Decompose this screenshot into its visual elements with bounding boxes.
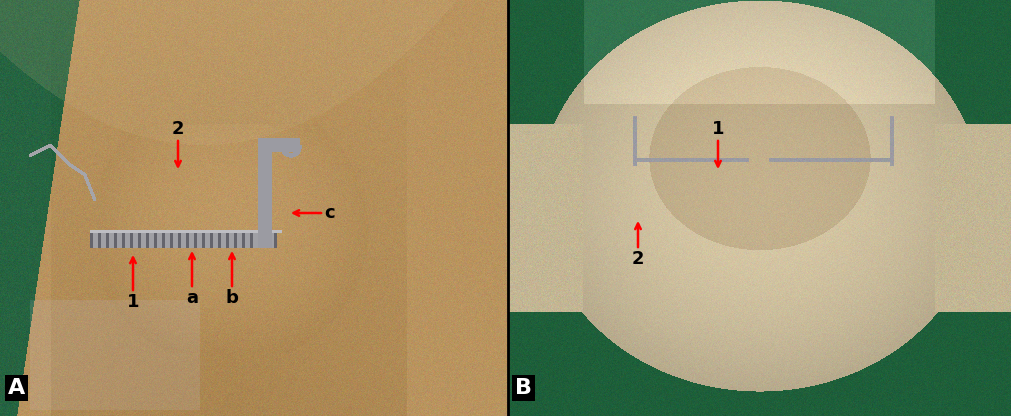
Text: b: b	[225, 289, 239, 307]
Text: 2: 2	[172, 120, 184, 138]
Text: 1: 1	[126, 293, 140, 311]
Text: A: A	[8, 378, 25, 398]
Text: c: c	[324, 204, 335, 222]
Text: 2: 2	[632, 250, 644, 268]
Text: 1: 1	[712, 120, 724, 138]
Text: a: a	[186, 289, 198, 307]
Text: B: B	[515, 378, 532, 398]
